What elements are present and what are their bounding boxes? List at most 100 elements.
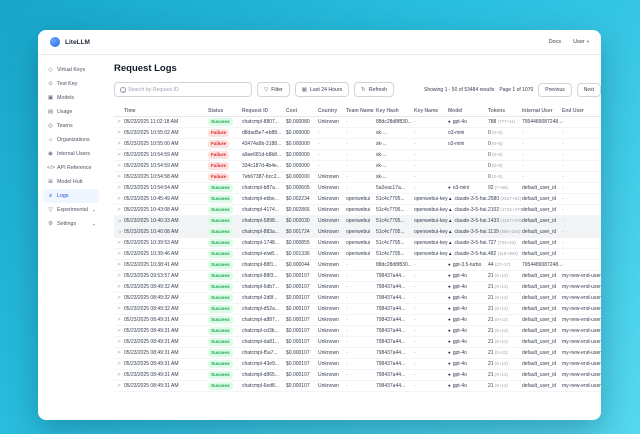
model-name: gpt-4o: [452, 119, 467, 125]
table-row[interactable]: >05/23/2025 08:49:31 AM Success chatcmpl-d…: [114, 337, 601, 348]
table-row[interactable]: >05/23/2025 10:54:59 AM Failure 334c187d-4…: [114, 161, 601, 172]
cell-key-name: openwebui-key-2: [414, 240, 448, 246]
cell-request-id: chatcmpl-2d8f...: [242, 295, 278, 301]
expand-chevron-icon[interactable]: >: [117, 163, 121, 169]
sidebar-item-settings[interactable]: ⚙ Settings ▾: [43, 217, 99, 231]
expand-chevron-icon[interactable]: >: [117, 185, 121, 191]
user-menu[interactable]: User ▾: [573, 39, 589, 45]
cell-team-name: -: [346, 284, 348, 290]
expand-chevron-icon[interactable]: >: [117, 174, 121, 180]
sidebar-item-models[interactable]: ▣ Models: [43, 91, 99, 105]
expand-chevron-icon[interactable]: >: [117, 317, 121, 323]
table-row[interactable]: >05/23/2025 10:39:53 AM Success chatcmpl-1…: [114, 238, 601, 249]
sidebar-item-test-key[interactable]: ⊙ Test Key: [43, 77, 99, 91]
table-row[interactable]: >05/23/2025 08:49:31 AM Success chatcmpl-6…: [114, 381, 601, 392]
brand-title: LiteLLM: [65, 38, 90, 46]
table-row[interactable]: >05/23/2025 10:40:08 AM Success chatcmpl-8…: [114, 227, 601, 238]
expand-chevron-icon[interactable]: >: [117, 141, 121, 147]
expand-chevron-icon[interactable]: >: [117, 295, 121, 301]
table-row[interactable]: >05/23/2025 10:54:54 AM Success chatcmpl-b…: [114, 183, 601, 194]
table-row[interactable]: >05/23/2025 10:45:49 AM Success chatcmpl-e…: [114, 194, 601, 205]
expand-chevron-icon[interactable]: >: [117, 119, 121, 125]
expand-chevron-icon[interactable]: >: [117, 152, 121, 158]
sidebar-item-organizations[interactable]: ⌂ Organizations: [43, 133, 99, 147]
table-row[interactable]: >05/23/2025 09:53:57 AM Success chatcmpl-8…: [114, 271, 601, 282]
table-row[interactable]: >05/23/2025 08:49:32 AM Success chatcmpl-6…: [114, 282, 601, 293]
model-name: gpt-4o: [452, 328, 467, 334]
sidebar-item-experimental[interactable]: ▽ Experimental ▾: [43, 203, 99, 217]
expand-chevron-icon[interactable]: >: [117, 240, 121, 246]
cell-tokens: 21 (9+12): [488, 328, 522, 334]
table-row[interactable]: >05/23/2025 10:40:33 AM Success chatcmpl-5…: [114, 216, 601, 227]
next-page-button[interactable]: Next: [576, 82, 601, 97]
sidebar-item-teams[interactable]: ◎ Teams: [43, 119, 99, 133]
sidebar-item-model-hub[interactable]: ⊞ Model Hub: [43, 175, 99, 189]
model-name: gpt-4o: [452, 383, 467, 389]
expand-chevron-icon[interactable]: >: [117, 130, 121, 136]
table-row[interactable]: >05/23/2025 08:49:31 AM Success chatcmpl-a…: [114, 315, 601, 326]
expand-chevron-icon[interactable]: >: [116, 219, 122, 223]
previous-page-button[interactable]: Previous: [538, 82, 572, 97]
sidebar-item-usage[interactable]: ▤ Usage: [43, 105, 99, 119]
expand-chevron-icon[interactable]: >: [117, 284, 121, 290]
table-row[interactable]: >05/23/2025 10:55:00 AM Failure 43474a9b-3…: [114, 139, 601, 150]
docs-link[interactable]: Docs: [548, 39, 562, 45]
cell-status: Failure: [208, 173, 242, 181]
models-icon: ▣: [47, 95, 54, 101]
tokens-breakdown: (9+12): [493, 317, 508, 322]
cell-internal-user: default_user_id: [522, 251, 557, 257]
column-header-time: Time: [124, 107, 136, 114]
table-row[interactable]: >05/23/2025 10:43:08 AM Success chatcmpl-4…: [114, 205, 601, 216]
cell-time: 05/23/2025 10:55:00 AM: [124, 141, 179, 147]
refresh-button[interactable]: ↻ Refresh: [354, 82, 395, 97]
table-row[interactable]: >05/23/2025 08:49:32 AM Success chatcmpl-d…: [114, 304, 601, 315]
table-row[interactable]: >05/23/2025 11:02:18 AM Success chatcmpl-8…: [114, 117, 601, 128]
cell-time: 05/23/2025 10:39:46 AM: [124, 251, 179, 257]
table-row[interactable]: >05/23/2025 10:54:59 AM Failure a9ae681d-b…: [114, 150, 601, 161]
cell-time: 05/23/2025 10:54:54 AM: [124, 185, 179, 191]
table-row[interactable]: >05/23/2025 10:55:02 AM Failure d8dad5e7-e…: [114, 128, 601, 139]
tokens-total: 21: [488, 361, 494, 367]
expand-chevron-icon[interactable]: >: [117, 350, 121, 356]
table-row[interactable]: >05/23/2025 10:54:58 AM Failure 7eb67387-b…: [114, 172, 601, 183]
expand-chevron-icon[interactable]: >: [117, 196, 121, 202]
table-row[interactable]: >05/23/2025 10:38:41 AM Success chatcmpl-8…: [114, 260, 601, 271]
expand-chevron-icon[interactable]: >: [117, 273, 121, 279]
tokens-total: 21: [488, 372, 494, 378]
cell-model: ● gpt-4o: [448, 317, 488, 323]
table-row[interactable]: >05/23/2025 08:49:31 AM Success chatcmpl-f…: [114, 348, 601, 359]
table-row[interactable]: >05/23/2025 10:39:46 AM Success chatcmpl-e…: [114, 249, 601, 260]
time-range-button[interactable]: ▦ Last 24 Hours: [294, 82, 350, 97]
cell-end-user: -: [562, 240, 564, 246]
expand-chevron-icon[interactable]: >: [117, 328, 121, 334]
expand-chevron-icon[interactable]: >: [117, 251, 121, 257]
sidebar-item-internal-users[interactable]: ◉ Internal Users: [43, 147, 99, 161]
table-body: >05/23/2025 11:02:18 AM Success chatcmpl-8…: [114, 117, 601, 392]
sidebar-item-virtual-keys[interactable]: ◇ Virtual Keys: [43, 63, 99, 77]
table-row[interactable]: >05/23/2025 08:49:32 AM Success chatcmpl-2…: [114, 293, 601, 304]
table-row[interactable]: >05/23/2025 08:49:31 AM Success chatcmpl-4…: [114, 359, 601, 370]
cell-key-hash: 798437a44...: [376, 328, 406, 334]
expand-chevron-icon[interactable]: >: [117, 306, 121, 312]
status-badge: Success: [208, 184, 233, 192]
filter-button[interactable]: ▽ Filter: [257, 82, 290, 97]
cell-end-user: -: [562, 185, 564, 191]
sidebar-item-logs[interactable]: ≡ Logs: [43, 189, 99, 203]
cell-model: ● gpt-4o: [448, 328, 488, 334]
sidebar-item-api-reference[interactable]: </> API Reference: [43, 161, 99, 175]
cell-key-name: -: [414, 174, 416, 180]
expand-chevron-icon[interactable]: >: [117, 339, 121, 345]
cell-key-name: openwebui-key-2: [414, 218, 448, 224]
expand-chevron-icon[interactable]: >: [116, 230, 122, 234]
cell-model: ● gpt-4o: [448, 339, 488, 345]
table-row[interactable]: >05/23/2025 08:49:31 AM Success chatcmpl-d…: [114, 370, 601, 381]
table-row[interactable]: >05/23/2025 08:49:31 AM Success chatcmpl-c…: [114, 326, 601, 337]
expand-chevron-icon[interactable]: >: [117, 383, 121, 389]
search-input[interactable]: [128, 86, 246, 93]
expand-chevron-icon[interactable]: >: [117, 361, 121, 367]
expand-chevron-icon[interactable]: >: [117, 262, 121, 268]
cell-key-hash: sk-...: [376, 152, 387, 158]
expand-chevron-icon[interactable]: >: [117, 372, 121, 378]
cell-tokens: 1433 (1157+276): [488, 218, 522, 224]
expand-chevron-icon[interactable]: >: [117, 207, 121, 213]
